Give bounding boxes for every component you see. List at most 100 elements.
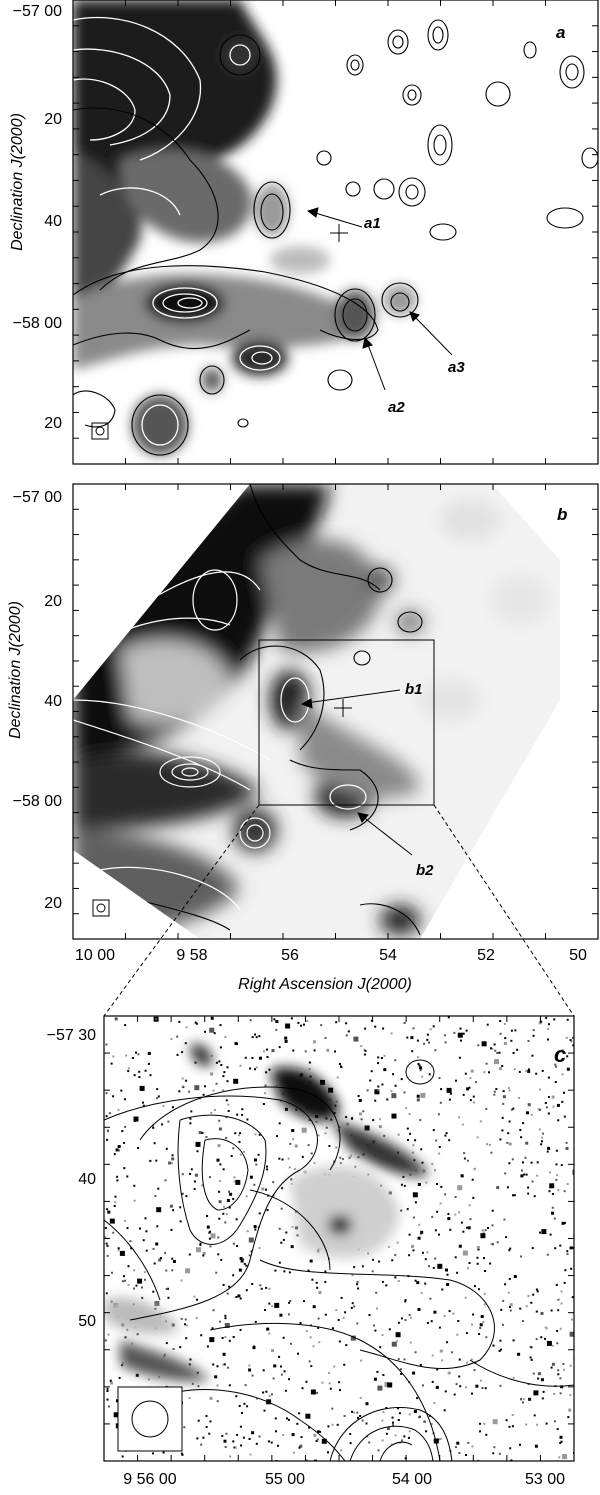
star-speckle [487,1227,489,1229]
star-speckle [510,1108,513,1111]
panel-b-xtick-1: 10 00 [75,947,115,964]
star-speckle [428,1265,430,1268]
star-speckle [233,1078,239,1084]
star-speckle [271,1349,274,1353]
star-speckle [288,1166,291,1169]
star-speckle [534,1444,538,1448]
star-speckle [508,1089,511,1092]
star-speckle [165,1269,168,1272]
star-speckle [437,1113,440,1116]
star-speckle [205,1426,208,1428]
star-speckle [195,1316,198,1319]
star-speckle [434,1049,437,1052]
star-speckle [278,1046,281,1049]
star-speckle [424,1420,426,1423]
star-speckle [224,1036,227,1038]
star-speckle [440,1088,443,1091]
star-speckle [397,1407,400,1410]
star-speckle [345,1034,348,1037]
star-speckle [255,1163,258,1166]
star-speckle [195,1022,198,1025]
star-speckle [475,1384,479,1388]
star-speckle [330,1118,333,1121]
star-speckle [210,1111,213,1114]
star-speckle [412,1192,418,1198]
star-speckle [416,1098,420,1102]
star-speckle [469,1218,472,1221]
star-speckle [222,1212,225,1215]
star-speckle [530,1346,533,1349]
star-speckle [460,1033,463,1035]
star-speckle [432,1129,435,1132]
star-speckle [360,1118,363,1121]
star-speckle [465,1332,468,1335]
star-speckle [232,1242,235,1245]
star-speckle [400,1317,403,1320]
star-speckle [511,1158,514,1161]
star-speckle [306,1020,309,1022]
star-speckle [289,1300,292,1302]
star-speckle [546,1340,552,1346]
star-speckle [274,1269,277,1272]
star-speckle [137,1053,140,1056]
star-speckle [105,1242,108,1245]
star-speckle [439,1349,443,1353]
star-speckle [569,1364,572,1367]
star-speckle [226,1199,230,1202]
star-speckle [268,1394,271,1397]
star-speckle [235,1296,238,1298]
star-speckle [525,1069,528,1072]
star-speckle [426,1251,429,1254]
star-speckle [112,1055,115,1058]
star-speckle [172,1260,176,1263]
star-speckle [377,1089,380,1092]
star-speckle [181,1051,184,1054]
star-speckle [313,1049,316,1052]
star-speckle [435,1385,439,1389]
star-speckle [197,1419,200,1422]
star-speckle [529,1345,532,1348]
star-speckle [164,1251,167,1254]
panel-b-ytick-5: 20 [44,895,62,912]
star-speckle [361,1265,364,1268]
star-speckle [381,1280,384,1283]
star-speckle [555,1065,558,1068]
star-speckle [468,1086,471,1089]
star-speckle [156,1088,159,1091]
star-speckle [209,1420,212,1423]
star-speckle [181,1085,184,1088]
star-speckle [280,1241,283,1244]
star-speckle [110,1062,113,1065]
star-speckle [245,1264,248,1267]
star-speckle [282,1238,285,1241]
star-speckle [258,1035,261,1038]
star-speckle [201,1184,204,1187]
star-speckle [408,1413,411,1416]
star-speckle [241,1412,243,1414]
star-speckle [479,1430,481,1433]
star-speckle [266,1327,270,1331]
star-speckle [259,1284,262,1287]
star-speckle [557,1298,560,1301]
star-speckle [353,1411,356,1414]
star-speckle [248,1254,251,1257]
star-speckle [324,1132,327,1135]
star-speckle [215,1271,218,1274]
star-speckle [553,1420,556,1423]
star-speckle [315,1440,318,1442]
star-speckle [232,1147,235,1150]
star-speckle [280,1365,282,1368]
star-speckle [145,1249,148,1252]
star-speckle [210,1054,213,1057]
star-speckle [208,1231,211,1234]
star-speckle [496,1186,500,1190]
star-speckle [133,1184,136,1187]
star-speckle [567,1416,570,1419]
star-speckle [104,1227,107,1229]
star-speckle [417,1063,420,1065]
star-speckle [133,1199,136,1202]
star-speckle [285,1023,291,1029]
star-speckle [393,1114,396,1116]
star-speckle [287,1313,290,1316]
panel-b-xlabel: Right Ascension J(2000) [238,976,412,993]
